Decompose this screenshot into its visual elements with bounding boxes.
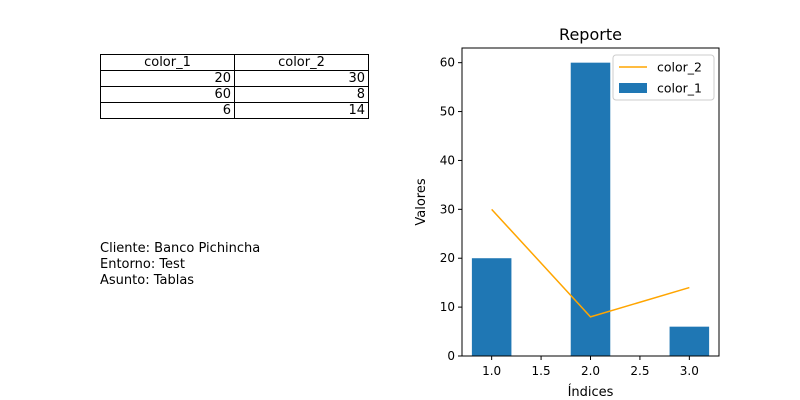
client-text: Cliente: Banco Pichincha [100,241,261,256]
chart-title: Reporte [559,25,622,44]
table-cell: 14 [234,102,369,119]
legend-label: color_2 [657,60,702,75]
bar [669,326,710,356]
x-axis-label: Índices [568,384,614,400]
y-tick-label: 10 [440,300,455,314]
legend-label: color_1 [657,81,702,96]
x-tick-label: 2.0 [581,364,600,378]
y-tick-label: 50 [440,105,455,119]
legend: color_2 color_1 [612,54,715,101]
legend-bar-swatch [619,83,647,93]
subject-text: Asunto: Tablas [100,273,195,288]
series-line [491,208,690,318]
report-info: Cliente: Banco Pichincha Entorno: Test A… [100,241,260,289]
data-table: color_1 color_2 20 30 60 8 6 14 [100,54,369,119]
y-tick-label: 60 [440,56,455,70]
x-tick-label: 1.0 [482,364,501,378]
y-tick-label: 40 [440,153,455,167]
table-row: 6 14 [100,102,369,119]
x-tick-label: 2.5 [630,364,649,378]
x-tick-label: 1.5 [532,364,551,378]
bar [471,258,512,356]
environment-text: Entorno: Test [100,257,185,272]
y-axis-label: Valores [414,178,429,225]
table-row: 60 8 [100,86,369,103]
table-cell: 60 [100,86,235,103]
y-tick-label: 20 [440,251,455,265]
y-tick-label: 30 [440,202,455,216]
x-tick-label: 3.0 [680,364,699,378]
y-tick-label: 0 [447,349,455,363]
bar [570,62,611,357]
